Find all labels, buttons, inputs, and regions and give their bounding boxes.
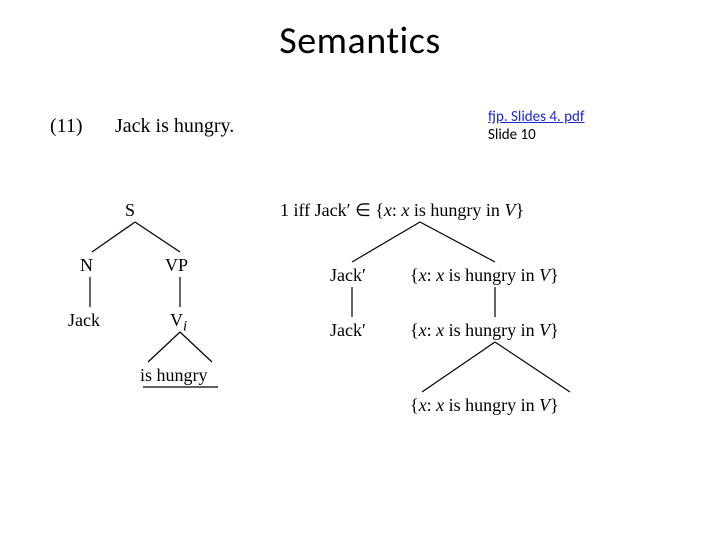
subscript-i: i [183,319,187,335]
slide-title: Semantics [0,18,720,64]
node-jack2: Jack′ [330,320,366,341]
edge [148,332,180,362]
example-sentence: Jack is hungry. [115,115,234,138]
node-Vi: Vi [170,310,187,336]
reference-subtitle: Slide 10 [488,126,536,144]
example-number: (11) [50,115,83,138]
node-VP: VP [165,255,188,276]
node-N: N [80,255,93,276]
node-set2: {x: x is hungry in V} [410,320,559,341]
node-S: S [125,200,135,221]
edge [92,222,135,252]
edge [352,222,420,262]
slide: Semantics (11) Jack is hungry. fjp. Slid… [0,0,720,540]
edge [495,342,570,392]
edge [135,222,180,252]
node-jack1: Jack′ [330,265,366,286]
node-is-hungry: is hungry [140,365,208,386]
tree-diagrams: S N VP Jack Vi is hungry 1 iff Jack′ ∈ {… [30,200,710,500]
reference-link[interactable]: fjp. Slides 4. pdf [488,108,585,126]
edge [422,342,495,392]
tree-edges [30,200,710,500]
edge [420,222,495,262]
node-set3: {x: x is hungry in V} [410,395,559,416]
node-Jack: Jack [68,310,100,331]
node-set1: {x: x is hungry in V} [410,265,559,286]
edge [180,332,212,362]
node-root-sem: 1 iff Jack′ ∈ {x: x is hungry in V} [280,200,524,221]
